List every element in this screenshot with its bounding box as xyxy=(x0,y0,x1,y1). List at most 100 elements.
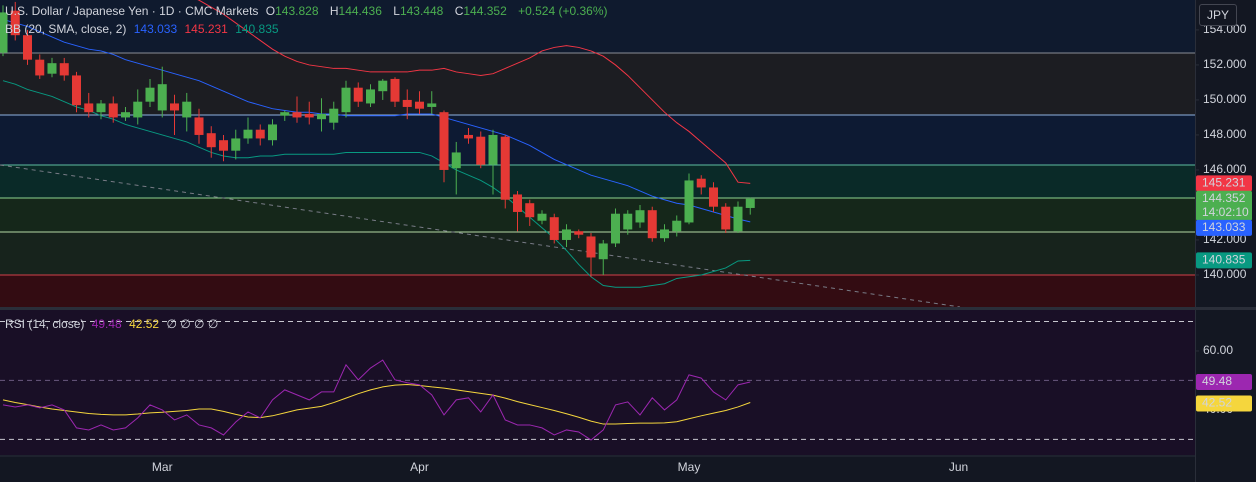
candle-body xyxy=(72,75,81,106)
candle-body xyxy=(427,103,437,107)
basis-tag: 143.033 xyxy=(1202,220,1246,234)
ohlc: L143.448 xyxy=(393,4,447,18)
candle-body xyxy=(402,99,412,107)
candle-body xyxy=(170,103,179,111)
rsi-tick-label: 60.00 xyxy=(1203,343,1233,357)
rsi-plot xyxy=(0,320,1195,441)
candle-body xyxy=(390,78,400,102)
zone xyxy=(0,232,1195,275)
candle-body xyxy=(10,10,20,36)
ohlc-value: 143.448 xyxy=(399,4,444,18)
rsi-name: RSI (14, close) xyxy=(5,317,85,331)
lower-tag-bg xyxy=(1196,252,1252,269)
rsi-legend: RSI (14, close) 49.48 42.52 ∅ ∅ ∅ ∅ xyxy=(5,317,222,331)
rsi-tag: 49.48 xyxy=(1202,374,1232,388)
rsi-ma-value: 42.52 xyxy=(129,317,160,331)
candle-body xyxy=(709,187,718,207)
candle-body xyxy=(108,103,118,118)
candle-body xyxy=(574,231,584,235)
axes: 140.000142.000144.000146.000148.000150.0… xyxy=(152,22,1252,474)
countdown: 14:02:10 xyxy=(1202,205,1249,219)
candle-body xyxy=(586,236,596,258)
y-tick-label: 152.000 xyxy=(1203,57,1247,71)
candle-body xyxy=(133,101,143,118)
upper-tag: 145.231 xyxy=(1202,176,1246,190)
y-tick-label: 148.000 xyxy=(1203,127,1247,141)
price-plot xyxy=(0,0,755,288)
candle-body xyxy=(598,243,608,260)
bb-lower xyxy=(2,80,751,288)
candle-body xyxy=(464,134,473,139)
ohlc-label: H xyxy=(329,4,339,18)
x-tick-label: Mar xyxy=(152,460,173,474)
candle-body xyxy=(537,213,547,221)
rsi-ma-tag-bg xyxy=(1196,395,1252,412)
zone xyxy=(0,275,1195,307)
candle-body xyxy=(500,136,510,200)
rsi-panel xyxy=(0,310,1195,455)
candle-body xyxy=(206,133,216,148)
ohlc: H144.436 xyxy=(330,4,386,18)
candle-body xyxy=(121,112,130,118)
bb-basis xyxy=(2,18,751,223)
candle-body xyxy=(525,203,535,218)
candle-body xyxy=(341,87,351,113)
candle-body xyxy=(268,124,277,141)
candle-body xyxy=(378,80,388,92)
candle-body xyxy=(280,112,290,116)
candle-body xyxy=(684,180,694,223)
candle-body xyxy=(366,89,375,104)
candle-body xyxy=(59,63,69,76)
y-tick-label: 150.000 xyxy=(1203,92,1247,106)
candle-body xyxy=(721,206,731,230)
candle-body xyxy=(696,178,706,188)
zone xyxy=(0,165,1195,198)
zone xyxy=(0,198,1195,232)
rsi-value: 49.48 xyxy=(91,317,122,331)
bb-upper-value: 145.231 xyxy=(184,22,228,36)
y-tick-label: 140.000 xyxy=(1203,267,1247,281)
candle-body xyxy=(488,134,498,165)
candle-body xyxy=(745,198,755,208)
ohlc-value: 143.828 xyxy=(275,4,319,18)
zone xyxy=(0,53,1195,115)
ohlc: C144.352 xyxy=(455,4,511,18)
candle-body xyxy=(353,87,363,102)
ohlc-value: 144.436 xyxy=(338,4,382,18)
basis-tag-bg xyxy=(1196,219,1252,236)
candle-body xyxy=(292,112,302,118)
candle-body xyxy=(255,129,265,139)
candle-body xyxy=(317,113,326,120)
candle-body xyxy=(415,101,424,109)
candle-body xyxy=(660,229,669,239)
ohlc-label: O xyxy=(265,4,276,18)
candle-body xyxy=(329,108,339,123)
upper-tag-bg xyxy=(1196,175,1252,192)
bb-legend: BB (20, SMA, close, 2) 143.033 145.231 1… xyxy=(5,22,283,36)
candle-body xyxy=(35,59,45,76)
candle-body xyxy=(219,140,228,151)
candle-body xyxy=(549,217,559,240)
rsi-line xyxy=(2,359,751,441)
candle-body xyxy=(562,229,571,240)
candle-body xyxy=(145,87,155,102)
candle-body xyxy=(231,138,241,151)
candle-body xyxy=(243,129,253,139)
close-tag-bg xyxy=(1196,190,1252,221)
bb-upper xyxy=(197,0,751,184)
rsi-legend-tail: ∅ ∅ ∅ ∅ xyxy=(166,317,219,331)
candle-body xyxy=(304,113,314,118)
candle-body xyxy=(611,213,620,244)
candle-body xyxy=(635,210,645,223)
candle-body xyxy=(513,194,522,212)
trend-line xyxy=(0,164,961,308)
close-tag: 144.352 xyxy=(1202,191,1246,205)
ohlc-label: L xyxy=(393,4,400,18)
candle-body xyxy=(23,35,32,60)
ohlc: O143.828 xyxy=(266,4,323,18)
currency-button[interactable]: JPY xyxy=(1199,4,1237,26)
bb-name: BB (20, SMA, close, 2) xyxy=(5,22,127,36)
candle-body xyxy=(194,117,204,135)
